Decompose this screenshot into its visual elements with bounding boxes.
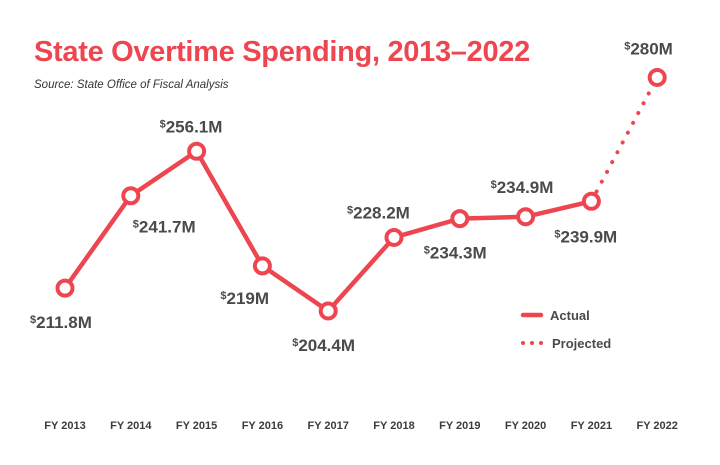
x-tick-label-fy-2013: FY 2013	[44, 420, 85, 432]
legend-swatch-projected-dot-2	[530, 341, 534, 345]
data-label-fy-2018: $228.2M	[347, 203, 410, 222]
data-point-marker-fy-2022	[647, 67, 667, 87]
data-point-marker-fy-2013	[55, 278, 75, 298]
data-label-fy-2022: $280M	[624, 39, 673, 58]
x-tick-label-fy-2022: FY 2022	[637, 420, 678, 432]
x-tick-label-fy-2020: FY 2020	[505, 420, 546, 432]
data-point-marker-fy-2016	[252, 256, 272, 276]
data-point-marker-fy-2019	[450, 209, 470, 229]
x-tick-label-fy-2014: FY 2014	[110, 420, 152, 432]
legend-label-projected: Projected	[552, 336, 611, 351]
chart-source-note: Source: State Office of Fiscal Analysis	[34, 79, 229, 91]
data-label-fy-2013: $211.8M	[30, 313, 92, 332]
data-label-fy-2016: $219M	[220, 289, 269, 308]
data-point-marker-fy-2020	[516, 207, 536, 227]
data-point-marker-fy-2021	[581, 191, 601, 211]
x-tick-label-fy-2016: FY 2016	[242, 420, 283, 432]
legend-swatch-projected-dot-1	[521, 341, 525, 345]
data-label-fy-2019: $234.3M	[424, 244, 487, 263]
data-label-fy-2020: $234.9M	[491, 178, 554, 197]
data-point-marker-fy-2014	[121, 186, 141, 206]
x-tick-label-fy-2019: FY 2019	[439, 420, 480, 432]
data-label-fy-2014: $241.7M	[133, 218, 196, 237]
data-point-marker-fy-2018	[384, 227, 404, 247]
data-point-marker-fy-2017	[318, 301, 338, 321]
chart-title: State Overtime Spending, 2013–2022	[34, 36, 530, 68]
series-line-projected	[589, 75, 660, 204]
data-point-marker-fy-2015	[187, 141, 207, 161]
legend-swatch-projected-dot-3	[539, 341, 543, 345]
data-label-fy-2017: $204.4M	[292, 336, 355, 355]
x-tick-label-fy-2021: FY 2021	[571, 420, 612, 432]
legend-label-actual: Actual	[550, 308, 590, 323]
x-tick-label-fy-2015: FY 2015	[176, 420, 217, 432]
data-label-fy-2015: $256.1M	[160, 117, 223, 136]
x-tick-label-fy-2017: FY 2017	[308, 420, 349, 432]
x-tick-label-fy-2018: FY 2018	[373, 420, 414, 432]
data-label-fy-2021: $239.9M	[554, 227, 617, 246]
